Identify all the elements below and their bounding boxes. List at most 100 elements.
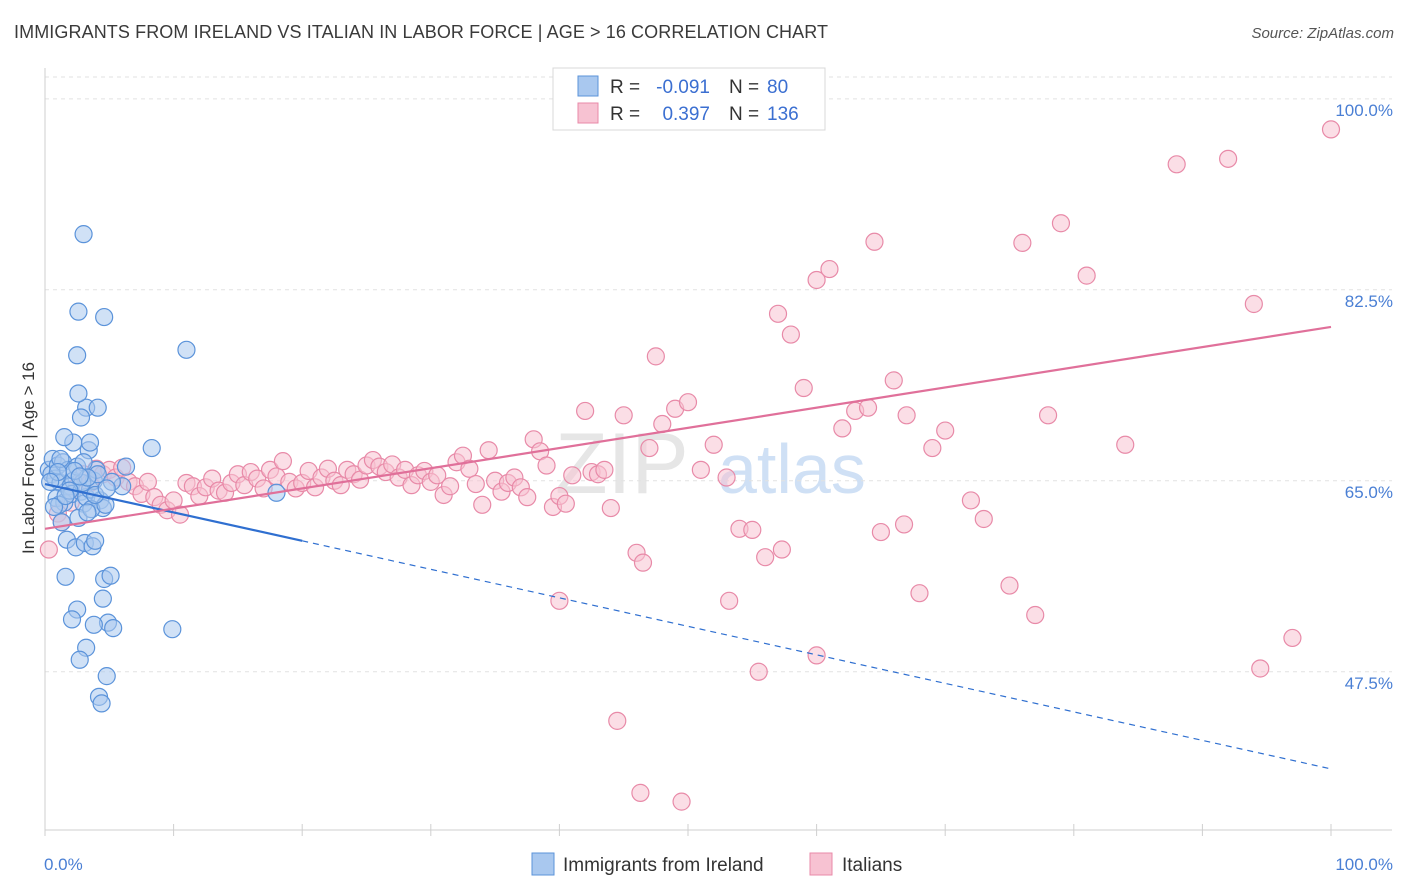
italians-point-96 <box>704 435 723 454</box>
italians-point-122 <box>1077 266 1096 285</box>
italians-point-125 <box>1219 149 1238 168</box>
italians-point-66 <box>466 474 485 494</box>
y-tick-label-2: 65.0% <box>1345 483 1393 502</box>
italians-point-124 <box>1167 155 1186 174</box>
trend-lines <box>44 325 1332 770</box>
legend-r-value-2: 0.397 <box>662 104 710 125</box>
italians-point-113 <box>923 438 942 458</box>
italians-point-139 <box>894 515 914 534</box>
italians-point-91 <box>646 347 665 366</box>
correlation-legend: R = -0.091 N = 80 R = 0.397 N = 136 <box>552 67 826 131</box>
ireland-point-59 <box>116 457 136 476</box>
italians-point-74 <box>518 488 537 507</box>
italians-point-136 <box>749 662 768 681</box>
italians-point-80 <box>556 494 575 513</box>
italians-point-89 <box>633 553 653 572</box>
bottom-legend-blue-swatch <box>531 852 555 876</box>
italians-point-108 <box>858 398 878 417</box>
italians-point-67 <box>473 495 492 514</box>
italians-point-128 <box>1321 120 1341 139</box>
italians-point-87 <box>614 406 633 425</box>
italians-point-62 <box>440 477 460 496</box>
ireland-point-34 <box>86 531 105 550</box>
watermark-atlas: atlas <box>718 430 866 508</box>
italians-point-105 <box>820 259 839 279</box>
y-axis-title: In Labor Force | Age > 16 <box>19 362 38 554</box>
ireland-point-78 <box>70 467 89 486</box>
ireland-point-72 <box>55 428 74 447</box>
y-tick-label-0: 100.0% <box>1335 101 1393 120</box>
ireland-trend-line <box>44 482 303 542</box>
italians-point-130 <box>550 591 569 610</box>
italians-point-102 <box>781 325 800 344</box>
ireland-point-76 <box>41 472 60 491</box>
ireland-point-35 <box>56 567 75 586</box>
x-tick-label-0: 0.0% <box>44 855 83 874</box>
italians-point-126 <box>1244 294 1263 314</box>
italians-point-0 <box>39 540 58 559</box>
italians-point-81 <box>563 466 582 485</box>
italians-point-137 <box>807 646 826 665</box>
chart-source: Source: ZipAtlas.com <box>1251 25 1394 42</box>
ireland-point-75 <box>97 479 116 498</box>
legend-r-label-2: R = <box>610 104 640 125</box>
italians-point-100 <box>756 548 775 567</box>
ireland-point-42 <box>84 615 103 634</box>
x-tick-label-1: 100.0% <box>1335 855 1393 874</box>
y-tick-label-1: 82.5% <box>1345 292 1393 311</box>
ireland-point-55 <box>69 384 88 403</box>
italians-point-115 <box>961 491 981 510</box>
legend-blue-swatch <box>577 75 599 97</box>
legend-r-value-1: -0.091 <box>656 77 710 98</box>
italians-point-119 <box>1026 605 1045 625</box>
ireland-point-53 <box>88 398 107 417</box>
ireland-point-65 <box>44 497 64 517</box>
italians-point-117 <box>1000 576 1019 595</box>
ireland-point-39 <box>93 589 112 608</box>
x-tick-labels: 0.0% 100.0% <box>44 855 1393 874</box>
ireland-point-40 <box>62 610 82 629</box>
italians-point-131 <box>608 711 627 730</box>
italians-point-123 <box>1116 435 1135 454</box>
legend-n-value-1: 80 <box>767 77 788 98</box>
italians-point-90 <box>640 438 659 458</box>
ireland-point-43 <box>104 619 123 638</box>
italians-point-77 <box>537 456 556 475</box>
bottom-legend-pink-swatch <box>809 852 833 876</box>
italians-point-101 <box>768 304 788 323</box>
ireland-point-67 <box>177 340 196 359</box>
italians-point-132 <box>631 783 650 802</box>
ireland-point-69 <box>95 307 114 327</box>
italians-point-103 <box>794 378 813 398</box>
italians-point-135 <box>772 540 791 559</box>
italians-point-118 <box>1013 233 1032 252</box>
italians-trend-line <box>44 325 1332 530</box>
ireland-point-44 <box>163 620 182 639</box>
y-tick-label-3: 47.5% <box>1345 674 1393 693</box>
legend-r-label-1: R = <box>610 77 640 98</box>
ireland-point-37 <box>101 566 120 585</box>
italians-point-95 <box>691 460 710 479</box>
italians-point-86 <box>601 498 620 518</box>
ireland-point-79 <box>78 503 97 522</box>
ireland-point-50 <box>68 346 87 365</box>
italians-point-121 <box>1051 214 1071 233</box>
italians-point-127 <box>1283 628 1302 648</box>
italians-point-36 <box>273 452 293 471</box>
legend-n-label-2: N = <box>729 104 759 125</box>
ireland-point-49 <box>92 694 111 713</box>
bottom-legend-label-ireland: Immigrants from Ireland <box>563 855 764 876</box>
italians-point-65 <box>460 459 479 478</box>
italians-point-134 <box>720 591 739 610</box>
italians-point-104 <box>807 270 826 290</box>
italians-point-129 <box>1251 659 1270 678</box>
ireland-trend-extension <box>302 540 1332 770</box>
italians-point-109 <box>871 522 891 542</box>
italians-point-82 <box>576 401 595 421</box>
italians-point-112 <box>910 584 929 603</box>
ireland-point-54 <box>80 433 100 452</box>
series-legend: Immigrants from Ireland Italians <box>531 852 902 876</box>
chart-title: IMMIGRANTS FROM IRELAND VS ITALIAN IN LA… <box>14 22 829 42</box>
italians-point-133 <box>672 792 691 811</box>
